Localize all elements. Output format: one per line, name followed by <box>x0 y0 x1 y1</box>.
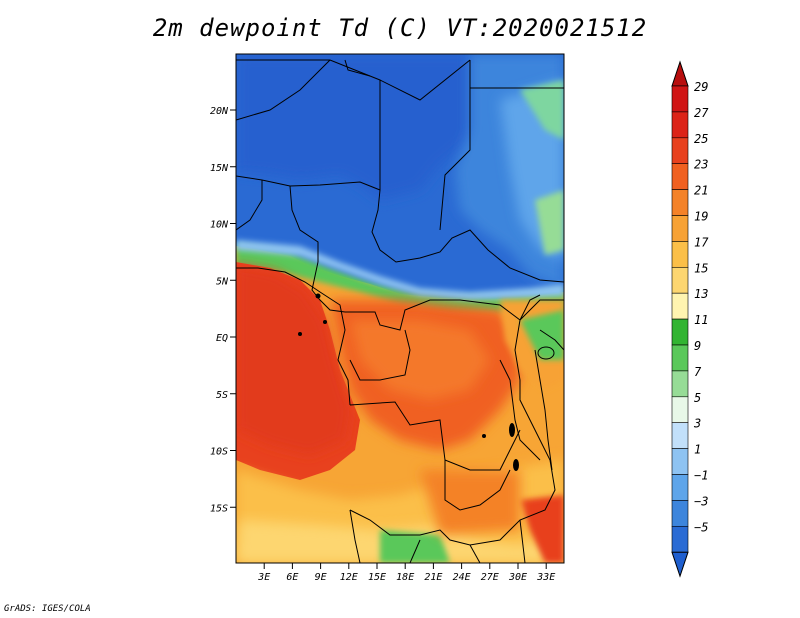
colorbar-swatch <box>671 474 689 501</box>
colorbar-label: 13 <box>694 287 708 301</box>
colorbar-swatch <box>671 85 689 113</box>
lon-label: 24E <box>453 572 471 583</box>
colorbar-swatch <box>671 370 689 398</box>
chart-title: 2m dewpoint Td (C) VT:2020021512 <box>152 14 648 42</box>
lon-label: 27E <box>481 572 499 583</box>
colorbar-swatch <box>671 292 689 320</box>
colorbar-swatch <box>671 500 689 527</box>
colorbar-swatch <box>671 318 689 346</box>
colorbar-label: 5 <box>694 391 701 405</box>
colorbar-label: 15 <box>694 261 708 275</box>
map-frame <box>235 53 565 564</box>
lon-label: 15E <box>368 572 386 583</box>
colorbar-swatch <box>671 344 689 372</box>
lat-label: 5S <box>216 390 228 401</box>
colorbar-swatch <box>671 448 689 475</box>
lon-label: 30E <box>508 572 527 583</box>
colorbar-label: 7 <box>694 365 702 379</box>
colorbar-swatch <box>671 266 689 294</box>
lon-label: 9E <box>315 572 327 583</box>
colorbar-swatch <box>671 111 689 139</box>
lat-label: 10S <box>210 447 228 458</box>
colorbar-label: 3 <box>693 417 701 431</box>
colorbar-label: 25 <box>694 132 708 146</box>
colorbar-top-cap <box>671 60 689 87</box>
lat-label: 15S <box>210 503 228 514</box>
lon-label: 21E <box>424 572 442 583</box>
colorbar: 29 27 25 23 21 19 17 15 13 11 9 7 5 3 1 −1 −3 −5 <box>671 60 709 578</box>
lon-label: 33E <box>536 572 555 583</box>
footer-credit: GrADS: IGES/COLA <box>4 604 91 614</box>
lon-label: 18E <box>396 572 414 583</box>
colorbar-label: 23 <box>694 158 708 172</box>
lon-label: 6E <box>286 572 298 583</box>
colorbar-swatch <box>671 241 689 268</box>
lon-label: 12E <box>340 572 358 583</box>
lon-label: 3E <box>257 572 270 583</box>
colorbar-bottom-cap <box>671 551 689 578</box>
lat-label: 15N <box>210 163 229 174</box>
colorbar-label: 19 <box>694 210 708 224</box>
colorbar-label: 29 <box>694 80 708 94</box>
lat-label: 20N <box>210 106 229 117</box>
colorbar-swatch <box>671 396 689 423</box>
colorbar-swatch <box>671 163 689 190</box>
colorbar-label: 27 <box>694 106 709 120</box>
colorbar-label: 17 <box>694 235 709 249</box>
colorbar-label: −1 <box>694 469 708 483</box>
colorbar-label: 9 <box>694 339 701 353</box>
dewpoint-field <box>236 54 564 563</box>
axis-ticks: 20N 15N 10N 5N EQ 5S 10S 15S 3E 6E 9E 12E 15E 18E 21E 2… <box>210 106 555 583</box>
lat-label: 10N <box>210 220 229 231</box>
colorbar-swatch <box>671 137 689 165</box>
colorbar-label: 21 <box>694 184 708 198</box>
lat-label: 5N <box>216 276 229 287</box>
colorbar-label: −3 <box>694 494 708 508</box>
colorbar-swatch <box>671 422 689 449</box>
colorbar-swatch <box>671 525 689 553</box>
lat-label: EQ <box>216 333 228 344</box>
colorbar-label: −5 <box>694 520 708 534</box>
colorbar-label: 1 <box>694 443 701 457</box>
colorbar-swatch <box>671 215 689 242</box>
colorbar-swatch <box>671 189 689 216</box>
colorbar-label: 11 <box>694 313 708 327</box>
